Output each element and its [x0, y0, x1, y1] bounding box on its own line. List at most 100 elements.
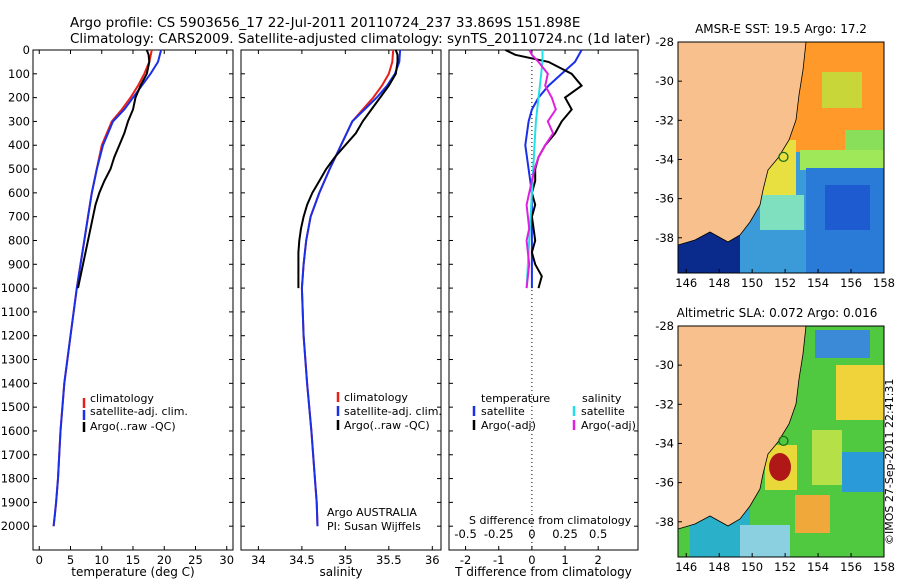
- x-tick-label: 35.5: [376, 553, 402, 567]
- x-tick-label: 10: [94, 553, 109, 567]
- x-tick-label: 0: [36, 553, 43, 567]
- x-tick-label: 5: [67, 553, 74, 567]
- sst-patch: [822, 72, 862, 108]
- s-tick-label: -0.5: [454, 527, 476, 541]
- sla-coastline: [678, 326, 807, 530]
- x-tick-label: 25: [188, 553, 203, 567]
- sst-map-axes: 146 148 150 152 154 156 158 -28 -30 -32 -34 -36 -38: [655, 35, 895, 290]
- sla-map-axes: 146 148 150 152 154 156 158 -28 -30 -32 -34 -36 -38: [655, 319, 895, 574]
- sst-coastal-band: [760, 195, 804, 230]
- sst-profile-location-marker: [778, 151, 789, 163]
- y-tick-label: -32: [655, 397, 674, 411]
- x-tick-label: 152: [774, 560, 796, 574]
- difference-plot: -2 -1 0 1 2T difference from climatology -0.5…: [449, 49, 638, 579]
- salinity-legend: climatology satellite-adj. clim. Argo(..…: [327, 391, 442, 533]
- x-tick-label: 150: [741, 560, 763, 574]
- y-tick-label: 500: [8, 162, 30, 176]
- temperature-plot: 0100200300400500600700800900100011001200…: [1, 43, 234, 579]
- x-tick-label: 0: [528, 553, 535, 567]
- sst-map: [678, 42, 884, 273]
- series-line-temperature-satellite: [524, 49, 583, 289]
- salinity-plot: 34 34.5 35 35.5 36 salinity: [241, 49, 441, 579]
- sla-high: [836, 365, 884, 420]
- x-tick-label: 2: [595, 553, 602, 567]
- sla-warm-eddy: [769, 453, 791, 481]
- y-tick-label: 1000: [1, 281, 30, 295]
- y-tick-label: -38: [655, 231, 674, 245]
- x-tick-label: 154: [807, 276, 829, 290]
- x-axis-label: salinity: [319, 565, 362, 579]
- temperature-legend: climatology satellite-adj. clim. Argo(..…: [82, 392, 188, 433]
- x-tick-label: 35: [338, 553, 353, 567]
- series-line-argo-raw-qc-: [297, 49, 399, 289]
- x-tick-label: 34: [251, 553, 266, 567]
- sst-front: [800, 150, 884, 170]
- y-tick-label: 2000: [1, 519, 30, 533]
- legend-salinity-title: salinity: [582, 392, 622, 405]
- y-tick-label: -28: [655, 319, 674, 333]
- legend-t-satellite: satellite: [481, 405, 525, 418]
- x-axis-label: T difference from climatology: [454, 565, 632, 579]
- x-tick-label: 20: [157, 553, 172, 567]
- y-tick-label: -30: [655, 358, 674, 372]
- y-tick-label: 200: [8, 91, 30, 105]
- legend-temperature-title: temperature: [481, 392, 550, 405]
- y-tick-label: 700: [8, 210, 30, 224]
- sst-coastline: [678, 42, 807, 246]
- x-tick-label: 148: [708, 560, 730, 574]
- temperature-plot-frame: [32, 49, 234, 551]
- sla-land: [678, 326, 806, 529]
- header-title: Argo profile: CS 5903656_17 22-Jul-2011 …: [70, 15, 580, 31]
- sst-eddy: [825, 185, 870, 230]
- y-tick-label: -30: [655, 74, 674, 88]
- sst-map-frame: [677, 41, 885, 274]
- legend-t-argo: Argo(-adj): [481, 419, 536, 432]
- x-tick-label: 158: [873, 276, 895, 290]
- sla-low: [815, 330, 870, 358]
- salinity-plot-frame: [240, 49, 442, 551]
- sla-high: [795, 495, 830, 533]
- x-tick-label: 146: [675, 276, 697, 290]
- legend-satellite: satellite-adj. clim.: [90, 405, 188, 418]
- y-tick-label: 1900: [1, 495, 30, 509]
- x-tick-label: 1: [561, 553, 568, 567]
- s-tick-label: -0.25: [484, 527, 514, 541]
- y-tick-label: -38: [655, 515, 674, 529]
- x-tick-label: -1: [493, 553, 504, 567]
- legend-climatology: climatology: [90, 392, 154, 405]
- legend-s-satellite: satellite: [581, 405, 625, 418]
- x-tick-label: 15: [126, 553, 141, 567]
- x-tick-label: 148: [708, 276, 730, 290]
- sla-low: [842, 452, 884, 492]
- s-tick-label: 0: [528, 527, 535, 541]
- difference-plot-frame: [448, 49, 639, 551]
- x-tick-label: 152: [774, 276, 796, 290]
- s-difference-label: S difference from climatology: [469, 514, 632, 527]
- y-tick-label: 1300: [1, 353, 30, 367]
- x-tick-label: 150: [741, 276, 763, 290]
- x-tick-label: 30: [219, 553, 234, 567]
- s-tick-label: 0.5: [589, 527, 607, 541]
- legend-argo: Argo(..raw -QC): [90, 420, 176, 433]
- series-line-climatology: [300, 49, 395, 527]
- y-tick-label: 0: [23, 43, 30, 57]
- y-tick-label: 100: [8, 67, 30, 81]
- sla-map: [678, 326, 884, 557]
- float-owner-label: Argo AUSTRALIA: [327, 506, 417, 519]
- y-tick-label: 300: [8, 114, 30, 128]
- imos-watermark: ©IMOS 27-Sep-2011 22:41:31: [883, 379, 896, 545]
- y-tick-label: -28: [655, 35, 674, 49]
- y-tick-label: -34: [655, 436, 674, 450]
- y-tick-label: 1800: [1, 472, 30, 486]
- y-tick-label: 800: [8, 233, 30, 247]
- x-tick-label: 146: [675, 560, 697, 574]
- difference-legend: temperature satellite Argo(-adj) salinit…: [469, 392, 636, 527]
- y-tick-label: -32: [655, 113, 674, 127]
- x-tick-label: 156: [840, 276, 862, 290]
- series-line-satellite-adj-clim-: [300, 49, 402, 527]
- y-tick-label: -36: [655, 476, 674, 490]
- y-tick-label: 1100: [1, 305, 30, 319]
- y-tick-label: 1400: [1, 376, 30, 390]
- series-line-temperature-argo-adj-: [504, 49, 584, 289]
